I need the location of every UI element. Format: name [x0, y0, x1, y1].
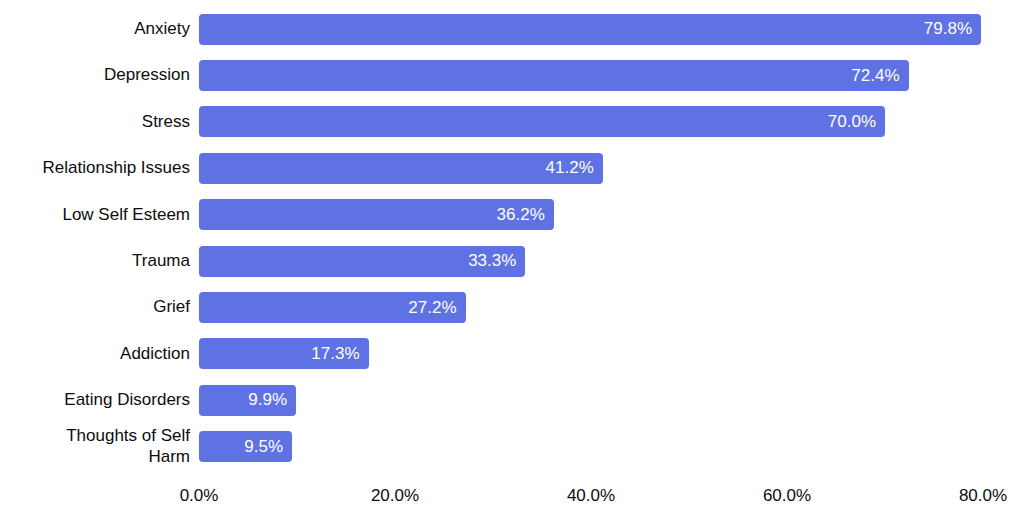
bar: 36.2% [199, 199, 554, 230]
bar-row: Thoughts of Self Harm 9.5% [0, 424, 1024, 470]
value-label: 79.8% [924, 19, 972, 39]
value-label: 9.5% [244, 437, 283, 457]
category-label: Grief [0, 297, 190, 317]
bar-row: Relationship Issues 41.2% [0, 145, 1024, 191]
category-label: Eating Disorders [0, 390, 190, 410]
bar: 33.3% [199, 246, 525, 277]
bar-row: Grief 27.2% [0, 284, 1024, 330]
bar-row: Anxiety 79.8% [0, 6, 1024, 52]
bar-track: 41.2% [199, 153, 1024, 184]
x-axis-tick: 20.0% [371, 486, 419, 506]
value-label: 41.2% [546, 158, 594, 178]
category-label: Anxiety [0, 19, 190, 39]
bar-track: 17.3% [199, 338, 1024, 369]
bar-row: Eating Disorders 9.9% [0, 377, 1024, 423]
value-label: 17.3% [311, 344, 359, 364]
value-label: 27.2% [408, 298, 456, 318]
bar-track: 9.9% [199, 385, 1024, 416]
bar: 79.8% [199, 14, 981, 45]
value-label: 9.9% [248, 390, 287, 410]
value-label: 70.0% [828, 112, 876, 132]
category-label: Addiction [0, 344, 190, 364]
bar-track: 36.2% [199, 199, 1024, 230]
bar: 70.0% [199, 106, 885, 137]
value-label: 33.3% [468, 251, 516, 271]
x-axis-tick: 60.0% [763, 486, 811, 506]
bar-row: Low Self Esteem 36.2% [0, 192, 1024, 238]
bar-track: 33.3% [199, 246, 1024, 277]
bar: 9.5% [199, 431, 292, 462]
bar: 17.3% [199, 338, 369, 369]
bar-track: 72.4% [199, 60, 1024, 91]
bar: 72.4% [199, 60, 909, 91]
bar-row: Addiction 17.3% [0, 331, 1024, 377]
bar-row: Depression 72.4% [0, 52, 1024, 98]
bar-chart: Anxiety 79.8% Depression 72.4% Stress 70.0% Re… [0, 0, 1024, 530]
category-label: Thoughts of Self Harm [0, 426, 190, 467]
value-label: 72.4% [851, 66, 899, 86]
x-axis: 0.0% 20.0% 40.0% 60.0% 80.0% [0, 486, 1024, 510]
bar-track: 27.2% [199, 292, 1024, 323]
bar-track: 70.0% [199, 106, 1024, 137]
x-axis-tick: 40.0% [567, 486, 615, 506]
bar-row: Trauma 33.3% [0, 238, 1024, 284]
bar-track: 79.8% [199, 14, 1024, 45]
value-label: 36.2% [497, 205, 545, 225]
category-label: Depression [0, 65, 190, 85]
bar-track: 9.5% [199, 431, 1024, 462]
category-label: Stress [0, 112, 190, 132]
bar: 9.9% [199, 385, 296, 416]
bar-row: Stress 70.0% [0, 99, 1024, 145]
category-label: Low Self Esteem [0, 205, 190, 225]
x-axis-tick: 80.0% [959, 486, 1007, 506]
category-label: Trauma [0, 251, 190, 271]
category-label: Relationship Issues [0, 158, 190, 178]
bar-rows: Anxiety 79.8% Depression 72.4% Stress 70.0% Re… [0, 6, 1024, 470]
bar: 41.2% [199, 153, 603, 184]
x-axis-tick: 0.0% [180, 486, 219, 506]
bar: 27.2% [199, 292, 466, 323]
